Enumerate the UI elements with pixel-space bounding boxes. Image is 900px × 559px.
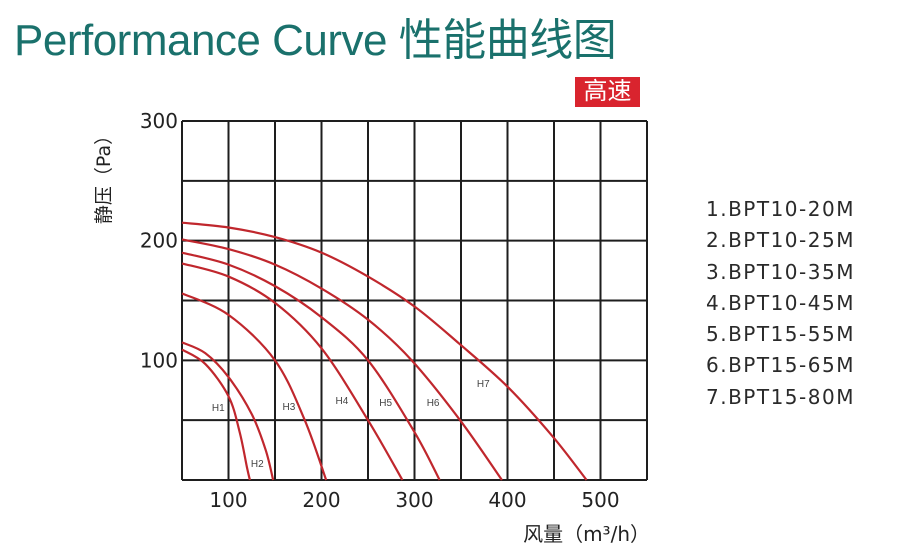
y-tick-label: 300 — [140, 109, 178, 133]
x-tick-label: 200 — [302, 488, 340, 512]
curve-label-h2: H2 — [251, 459, 264, 470]
curve-label-h7: H7 — [477, 379, 490, 390]
x-axis-label: 风量（m³/h） — [523, 522, 650, 546]
y-tick-label: 100 — [140, 348, 178, 372]
page-title: Performance Curve 性能曲线图 — [14, 16, 617, 65]
legend-item: 1.BPT10-20M — [706, 197, 855, 221]
curve-label-h1: H1 — [212, 403, 225, 414]
speed-badge: 高速 — [575, 77, 640, 107]
legend: 1.BPT10-20M 2.BPT10-25M 3.BPT10-35M 4.BP… — [706, 194, 855, 413]
legend-item: 3.BPT10-35M — [706, 259, 855, 284]
legend-item: 5.BPT15-55M — [706, 322, 855, 347]
legend-item: 2.BPT10-25M — [706, 228, 855, 253]
x-tick-label: 500 — [581, 488, 619, 512]
curve-h6 — [181, 238, 503, 481]
curve-h5 — [181, 251, 441, 481]
legend-item: 7.BPT15-80M — [706, 384, 855, 409]
curve-label-h5: H5 — [379, 398, 392, 409]
curve-h1 — [181, 348, 251, 481]
curve-h2 — [181, 341, 275, 481]
curve-h7 — [181, 221, 588, 481]
y-tick-label: 200 — [140, 229, 178, 253]
curve-h3 — [181, 292, 328, 481]
curve-label-h3: H3 — [283, 402, 296, 413]
tick-labels: 100 200 300 400 500 100 200 300 — [140, 109, 620, 512]
legend-item: 4.BPT10-45M — [706, 290, 855, 315]
curves: H1 H2 H3 H4 H5 H6 H7 — [181, 221, 588, 481]
x-tick-label: 300 — [395, 488, 433, 512]
x-tick-label: 400 — [488, 488, 526, 512]
curve-label-h4: H4 — [336, 396, 349, 407]
curve-label-h6: H6 — [427, 398, 440, 409]
legend-item: 6.BPT15-65M — [706, 353, 855, 378]
grid — [181, 120, 648, 481]
y-axis-label: 静压（Pa） — [93, 126, 115, 224]
curve-h4 — [181, 262, 404, 481]
x-tick-label: 100 — [209, 488, 247, 512]
